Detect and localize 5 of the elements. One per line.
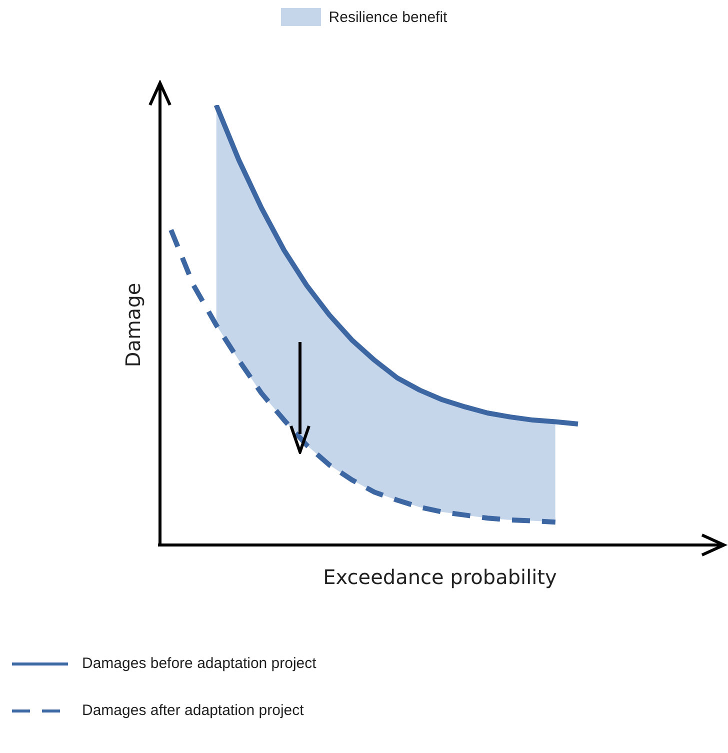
legend-label: Damages before adaptation project bbox=[82, 655, 316, 672]
x-axis-title: Exceedance probability bbox=[323, 565, 558, 590]
y-axis-title: Damage bbox=[121, 282, 146, 368]
legend-label: Damages after adaptation project bbox=[82, 702, 304, 719]
legend-label: Resilience benefit bbox=[328, 8, 448, 26]
